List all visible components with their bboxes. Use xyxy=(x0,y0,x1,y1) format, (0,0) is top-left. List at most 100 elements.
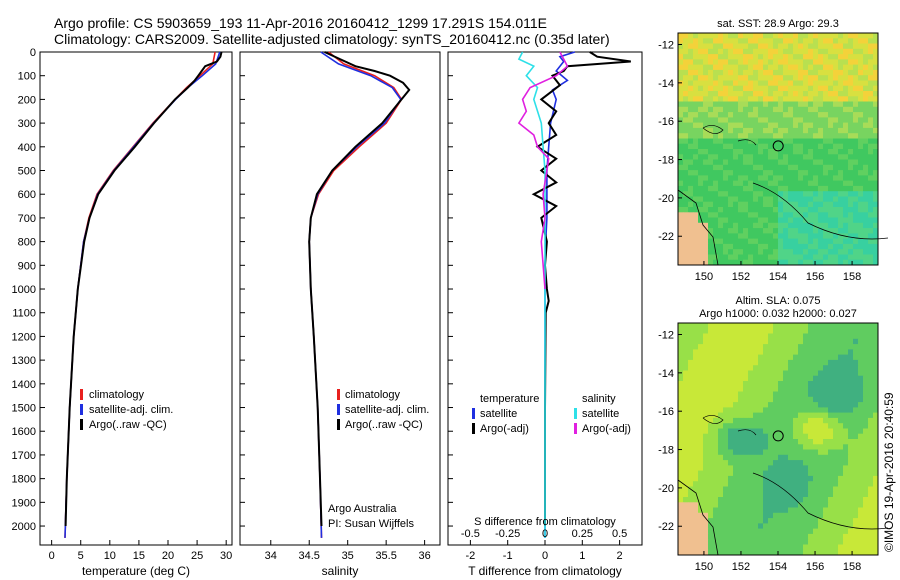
sla-map-float-marker xyxy=(772,430,784,442)
sla-map-cell xyxy=(718,349,724,356)
sla-map-cell xyxy=(823,497,829,503)
sst-map-cell xyxy=(743,80,749,87)
sst-map-cell xyxy=(698,201,704,208)
sla-map-cell xyxy=(843,338,849,345)
sla-map-cell xyxy=(828,428,834,435)
sla-map-cell xyxy=(803,344,809,350)
sst-map-cell xyxy=(738,233,744,240)
sst-map-cell xyxy=(788,101,794,108)
sst-map-cell xyxy=(703,191,709,197)
sst-map-cell xyxy=(803,170,809,176)
sla-map-cell xyxy=(868,507,874,514)
sla-map-cell xyxy=(788,359,794,366)
sst-map-cell xyxy=(723,38,729,44)
sst-map-cell xyxy=(743,164,749,171)
sst-map-cell xyxy=(688,207,694,213)
sst-map-cell xyxy=(723,228,729,234)
sst-map-cell xyxy=(858,222,864,229)
sst-map-cell xyxy=(843,33,849,39)
sst-map-cell xyxy=(698,191,704,197)
sst-map-cell xyxy=(848,259,854,266)
sla-map-cell xyxy=(763,333,769,340)
sla-map-cell xyxy=(778,423,784,429)
sla-map-cell xyxy=(693,539,699,545)
sst-map-cell xyxy=(753,191,759,197)
sst-map-cell xyxy=(853,191,859,197)
sst-map-cell xyxy=(838,207,844,213)
sla-map-cell xyxy=(773,359,779,366)
sst-map-cell xyxy=(803,80,809,87)
sst-map-cell xyxy=(768,133,774,139)
sla-map-cell xyxy=(758,428,764,435)
sla-map-cell xyxy=(818,391,824,398)
sla-map-cell xyxy=(823,449,829,456)
sst-map-cell xyxy=(738,196,744,203)
sst-map-cell xyxy=(798,112,804,118)
sla-map-cell xyxy=(798,359,804,366)
sla-map-cell xyxy=(853,349,859,356)
sla-map-cell xyxy=(688,365,694,371)
sla-map-cell xyxy=(683,323,689,329)
sla-map-cell xyxy=(758,328,764,334)
sla-map-cell xyxy=(748,328,754,334)
sst-map-cell xyxy=(858,149,864,155)
sst-map-cell xyxy=(778,112,784,118)
sla-map-cell xyxy=(748,502,754,508)
sst-map-cell xyxy=(723,233,729,240)
sla-map-cell xyxy=(848,454,854,461)
sla-map-cell xyxy=(763,381,769,387)
sst-map-cell xyxy=(838,48,844,55)
sla-map-cell xyxy=(838,412,844,419)
sla-map-cell xyxy=(863,549,869,556)
sst-map-cell xyxy=(813,127,819,134)
sst-map-cell xyxy=(748,185,754,192)
sla-map-cell xyxy=(758,539,764,545)
sla-map-cell xyxy=(783,328,789,334)
sst-map-cell xyxy=(848,117,854,124)
sst-map-cell xyxy=(813,38,819,44)
sla-map-cell xyxy=(798,481,804,487)
sla-map-cell xyxy=(788,333,794,340)
sla-map-cell xyxy=(728,465,734,472)
sst-map-cell xyxy=(733,96,739,102)
sla-map-cell xyxy=(698,328,704,334)
sla-map-cell xyxy=(768,507,774,514)
sst-map-cell xyxy=(763,106,769,113)
sst-map-cell xyxy=(793,138,799,145)
sst-map-cell xyxy=(683,48,689,55)
sla-map-cell xyxy=(698,475,704,482)
sla-map-cell xyxy=(788,407,794,414)
sst-map-cell xyxy=(683,117,689,124)
sla-map-cell xyxy=(753,449,759,456)
sst-map-cell xyxy=(863,259,869,266)
sla-map-cell xyxy=(743,407,749,414)
sst-map-cell xyxy=(698,159,704,166)
sla-map-cell xyxy=(798,512,804,519)
sla-map-cell xyxy=(693,391,699,398)
sst-map-cell xyxy=(723,254,729,261)
sla-map-cell xyxy=(873,386,879,392)
sla-map-cell xyxy=(868,370,874,377)
difference-top-tick-label: -0.5 xyxy=(461,528,480,540)
sst-map-cell xyxy=(743,207,749,213)
sla-map-cell xyxy=(848,502,854,508)
sla-map-cell xyxy=(738,465,744,472)
sst-map-cell xyxy=(798,85,804,92)
sla-map-cell xyxy=(763,402,769,408)
sst-map-cell xyxy=(778,101,784,108)
sla-map-cell xyxy=(803,417,809,424)
sst-map-cell xyxy=(693,238,699,245)
sst-map-cell xyxy=(838,143,844,150)
sst-map-cell xyxy=(833,170,839,176)
sla-map-cell xyxy=(838,502,844,508)
sla-map-cell xyxy=(813,470,819,477)
sst-map-cell xyxy=(748,133,754,139)
sla-map-cell xyxy=(823,423,829,429)
sla-map-cell xyxy=(773,439,779,445)
sst-map-cell xyxy=(743,175,749,182)
sst-map-cell xyxy=(783,54,789,60)
sst-map-cell xyxy=(723,222,729,229)
sst-map-cell xyxy=(838,238,844,245)
sla-map-cell xyxy=(683,481,689,487)
sst-map-cell xyxy=(873,127,879,134)
